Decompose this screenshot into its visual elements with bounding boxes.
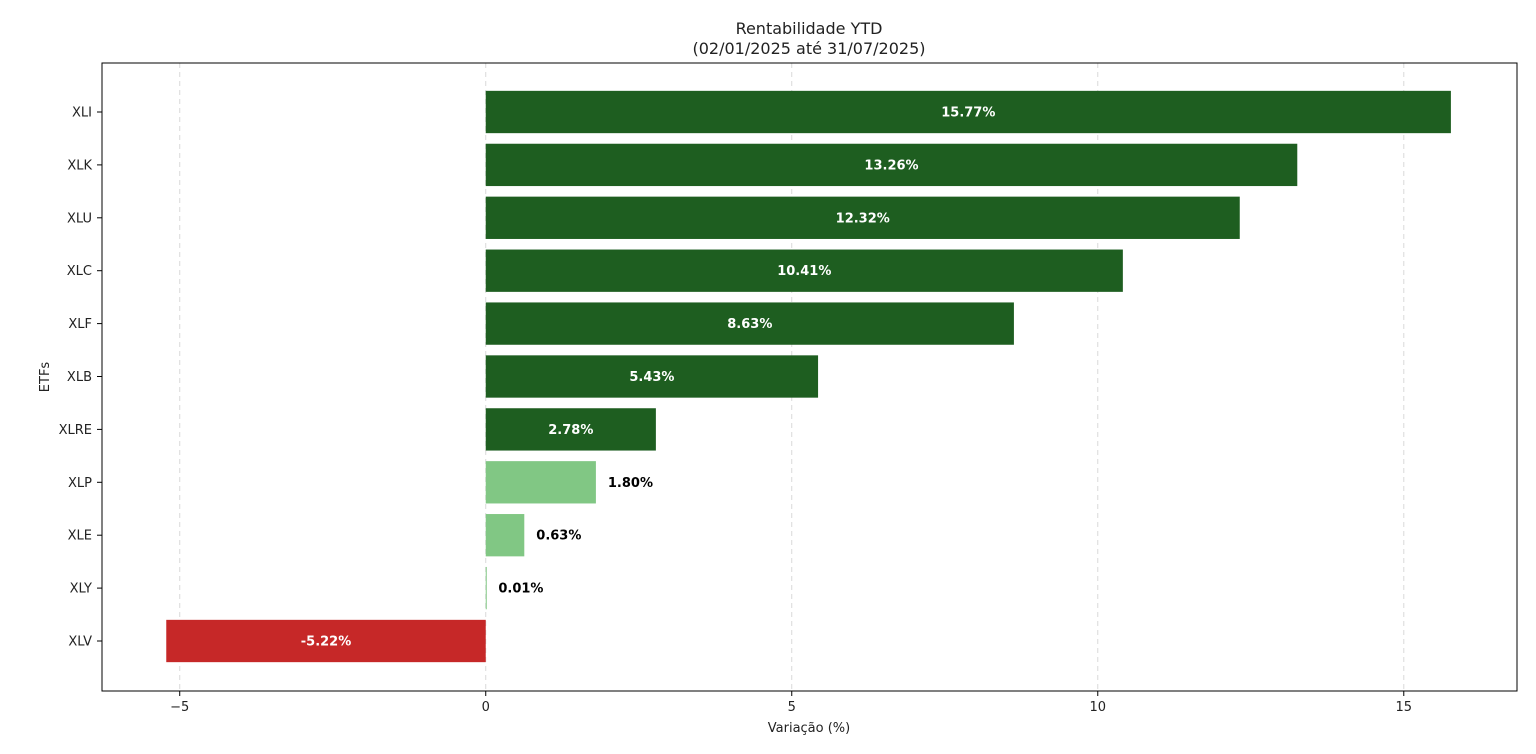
bar-value-label: 5.43% <box>629 370 674 385</box>
x-axis-ticks: −5 0 5 10 15 <box>170 691 1412 715</box>
chart-title: Rentabilidade YTD <box>736 19 883 38</box>
chart-subtitle: (02/01/2025 até 31/07/2025) <box>692 39 925 58</box>
bar-xlv <box>166 619 486 663</box>
bar-xlb <box>485 355 819 398</box>
bar-xlf <box>485 302 1014 345</box>
y-tick-label: XLK <box>67 158 92 173</box>
x-tick-label: 0 <box>482 700 490 715</box>
x-tick-label: 10 <box>1089 700 1106 715</box>
bar-value-label: -5.22% <box>301 635 352 650</box>
bar-value-label: 10.41% <box>777 264 831 279</box>
x-tick-label: 15 <box>1396 700 1413 715</box>
y-tick-label: XLV <box>68 635 92 650</box>
y-tick-label: XLB <box>67 370 92 385</box>
bar-xlc <box>485 249 1123 292</box>
bar-xlu <box>485 196 1240 239</box>
bar-value-label: 0.63% <box>536 529 581 544</box>
y-tick-label: XLC <box>67 264 92 279</box>
y-tick-label: XLE <box>68 529 92 544</box>
bar-xlre <box>485 408 656 451</box>
y-tick-label: XLRE <box>59 423 92 438</box>
y-tick-label: XLY <box>70 582 92 597</box>
y-tick-label: XLP <box>68 476 92 491</box>
y-axis-label: ETFs <box>38 362 53 393</box>
y-axis-ticks: XLI XLK XLU XLC XLF XLB XLRE XLP XLE XLY XLV <box>59 106 102 650</box>
bar-value-labels: 15.77% 13.26% 12.32% 10.41% 8.63% 5.43% 2.78% 1… <box>301 106 996 650</box>
x-tick-label: −5 <box>170 700 189 715</box>
x-tick-label: 5 <box>788 700 796 715</box>
y-tick-label: XLF <box>68 317 92 332</box>
bar-value-label: 2.78% <box>548 423 593 438</box>
bar-value-label: 13.26% <box>864 158 918 173</box>
bar-value-label: 12.32% <box>836 211 890 226</box>
bar-xle <box>485 514 525 557</box>
bars <box>166 90 1451 663</box>
y-tick-label: XLI <box>72 106 92 121</box>
bar-value-label: 0.01% <box>498 582 543 597</box>
bar-xly <box>485 566 487 610</box>
x-axis-label: Variação (%) <box>768 721 850 736</box>
bar-xlk <box>485 143 1298 187</box>
y-tick-label: XLU <box>67 211 92 226</box>
bar-xlp <box>485 461 596 504</box>
bar-value-label: 8.63% <box>727 317 772 332</box>
bar-value-label: 1.80% <box>608 476 653 491</box>
bar-xli <box>485 90 1451 134</box>
bar-value-label: 15.77% <box>941 106 995 121</box>
